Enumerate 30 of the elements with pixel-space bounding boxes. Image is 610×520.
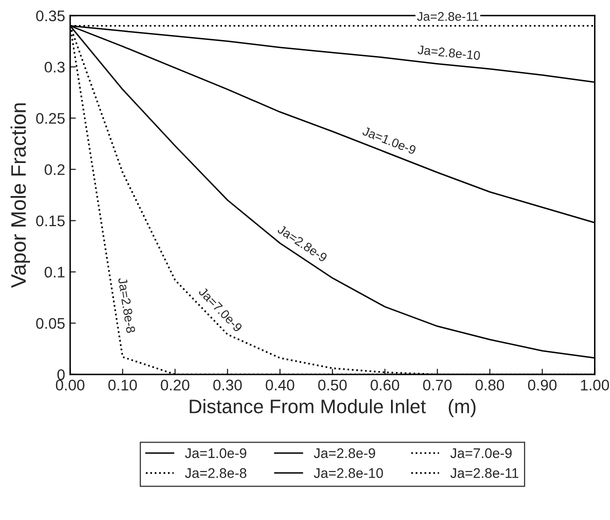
x-tick-label: 0.30 [213, 380, 242, 390]
x-tick-label: 0.20 [160, 380, 190, 390]
x-tick-label: 0.80 [476, 380, 504, 390]
legend-label: Ja=1.0e-9 [185, 448, 246, 458]
x-axis-title: Distance From Module Inlet (m) [190, 399, 476, 418]
x-tick-label: 0.50 [318, 380, 347, 390]
x-tick-label: 0.00 [56, 380, 84, 390]
y-tick-label: 0.2 [44, 164, 65, 176]
x-tick-label: 0.90 [528, 380, 557, 390]
x-tick-label: 1.00 [581, 380, 610, 390]
text: Ja=2.8e-10 [418, 45, 480, 60]
legend-label: Ja=2.8e-11 [450, 468, 518, 478]
y-tick-label: 0.35 [36, 10, 65, 22]
x-tick-label: 0.70 [423, 380, 452, 390]
y-tick-label: 0.3 [44, 62, 65, 73]
legend-label: Ja=2.8e-10 [314, 468, 383, 478]
y-axis-title: Vapor Mole Fraction [10, 103, 30, 288]
y-tick-label: 0.15 [36, 215, 65, 226]
text: Ja=2.8e-8 [118, 277, 136, 334]
x-tick-label: 0.60 [370, 380, 400, 390]
y-tick-label: 0.05 [36, 318, 65, 329]
y-tick-label: 0 [57, 369, 65, 380]
x-tick-label: 0.10 [108, 380, 137, 390]
text: Ja=2.8e-11 [417, 12, 478, 21]
x-tick-label: 0.40 [266, 380, 294, 390]
y-tick-label: 0.1 [44, 266, 65, 278]
legend-label: Ja=2.8e-8 [185, 468, 246, 478]
legend-label: Ja=7.0e-9 [450, 448, 512, 458]
y-tick-label: 0.25 [36, 112, 65, 124]
legend-label: Ja=2.8e-9 [314, 448, 376, 458]
